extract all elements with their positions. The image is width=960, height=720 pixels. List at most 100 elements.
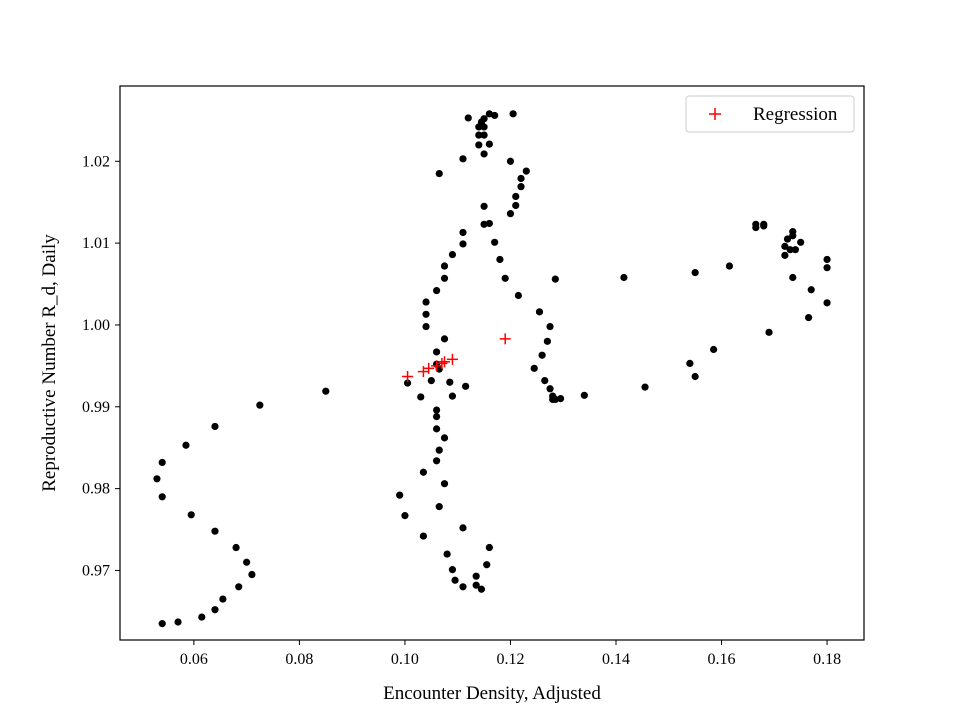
observed-point <box>435 169 443 178</box>
observed-point <box>543 337 552 345</box>
observed-point <box>789 273 797 282</box>
observed-point <box>691 268 699 277</box>
y-axis-label: Reproductive Number R_d, Daily <box>39 234 60 492</box>
observed-point <box>620 273 628 282</box>
legend-regression-label: Regression <box>753 104 838 125</box>
observed-point <box>546 385 554 393</box>
observed-point <box>823 255 831 264</box>
observed-point <box>198 613 206 621</box>
observed-point <box>710 345 718 354</box>
x-tick-label: 0.12 <box>496 651 524 668</box>
observed-point <box>174 618 182 626</box>
y-tick-label: 1.01 <box>82 235 110 252</box>
observed-point <box>535 308 544 316</box>
observed-point <box>440 274 449 282</box>
observed-point <box>440 335 449 343</box>
observed-point <box>686 359 694 368</box>
observed-point <box>396 491 404 499</box>
regression-point <box>431 360 443 372</box>
legend-box <box>685 95 855 133</box>
observed-point <box>783 235 792 243</box>
observed-point <box>823 299 831 307</box>
observed-point <box>551 275 559 283</box>
observed-point <box>462 382 470 390</box>
regression-point <box>436 357 448 369</box>
legend-regression-marker <box>709 108 721 120</box>
observed-point <box>517 174 525 183</box>
observed-point <box>448 250 457 259</box>
observed-point <box>496 255 504 264</box>
observed-point <box>422 298 430 306</box>
observed-point <box>417 393 425 401</box>
observed-point <box>541 376 549 385</box>
observed-point <box>480 115 488 123</box>
observed-point <box>432 348 441 356</box>
observed-point <box>765 328 773 336</box>
observed-point <box>538 351 546 359</box>
observed-point <box>432 286 441 295</box>
observed-point <box>435 503 443 511</box>
observed-point <box>641 383 649 391</box>
observed-point <box>804 313 813 322</box>
observed-point <box>158 458 166 467</box>
observed-point <box>440 480 449 488</box>
observed-point <box>485 219 493 228</box>
observed-point <box>491 238 499 246</box>
regression-point <box>423 362 435 374</box>
observed-point <box>435 365 443 373</box>
observed-point <box>422 310 430 318</box>
observed-point <box>322 387 330 395</box>
observed-point <box>459 583 467 591</box>
observed-point <box>823 264 831 272</box>
x-tick-label: 0.14 <box>602 651 630 668</box>
observed-point <box>403 379 412 387</box>
observed-point <box>807 286 815 294</box>
observed-point <box>509 110 517 118</box>
observed-point <box>556 394 565 403</box>
observed-point <box>440 262 449 270</box>
legend: Regression <box>685 95 855 133</box>
y-tick-label: 1.02 <box>82 153 110 170</box>
observed-point <box>158 493 166 501</box>
observed-point <box>480 150 488 158</box>
regression-point <box>439 356 451 368</box>
observed-point <box>248 570 256 579</box>
axis-ticks: 0.06 0.08 0.10 0.12 0.14 0.16 0.18 0.97 0.98 0.99… <box>82 153 841 668</box>
x-tick-label: 0.08 <box>285 651 313 668</box>
observed-point <box>153 475 161 483</box>
data-points <box>153 110 831 628</box>
observed-point <box>446 378 454 386</box>
observed-point <box>243 558 251 566</box>
observed-point <box>232 543 240 552</box>
observed-point <box>187 511 195 519</box>
observed-point <box>472 572 480 580</box>
observed-point <box>448 392 457 400</box>
observed-point <box>725 262 734 270</box>
observed-point <box>211 527 219 535</box>
x-tick-label: 0.10 <box>391 651 419 668</box>
observed-point <box>475 131 483 139</box>
regression-point <box>499 333 511 345</box>
observed-point <box>451 576 459 584</box>
observed-point <box>472 581 480 589</box>
x-axis-label: Encounter Density, Adjusted <box>383 683 601 704</box>
observed-point <box>211 422 219 431</box>
observed-point <box>781 242 789 250</box>
observed-point <box>422 322 430 331</box>
observed-point <box>530 364 538 372</box>
observed-point <box>480 131 488 139</box>
observed-point <box>512 201 520 210</box>
observed-point <box>211 606 219 614</box>
observed-point <box>480 220 488 228</box>
observed-point <box>182 441 190 449</box>
x-tick-label: 0.18 <box>813 651 841 668</box>
observed-point <box>419 468 428 476</box>
observed-point <box>459 228 467 237</box>
y-tick-label: 0.98 <box>82 481 110 498</box>
observed-point <box>522 167 530 175</box>
observed-point <box>235 583 243 591</box>
observed-point <box>752 220 760 228</box>
observed-point <box>506 157 515 165</box>
observed-point <box>580 391 588 399</box>
